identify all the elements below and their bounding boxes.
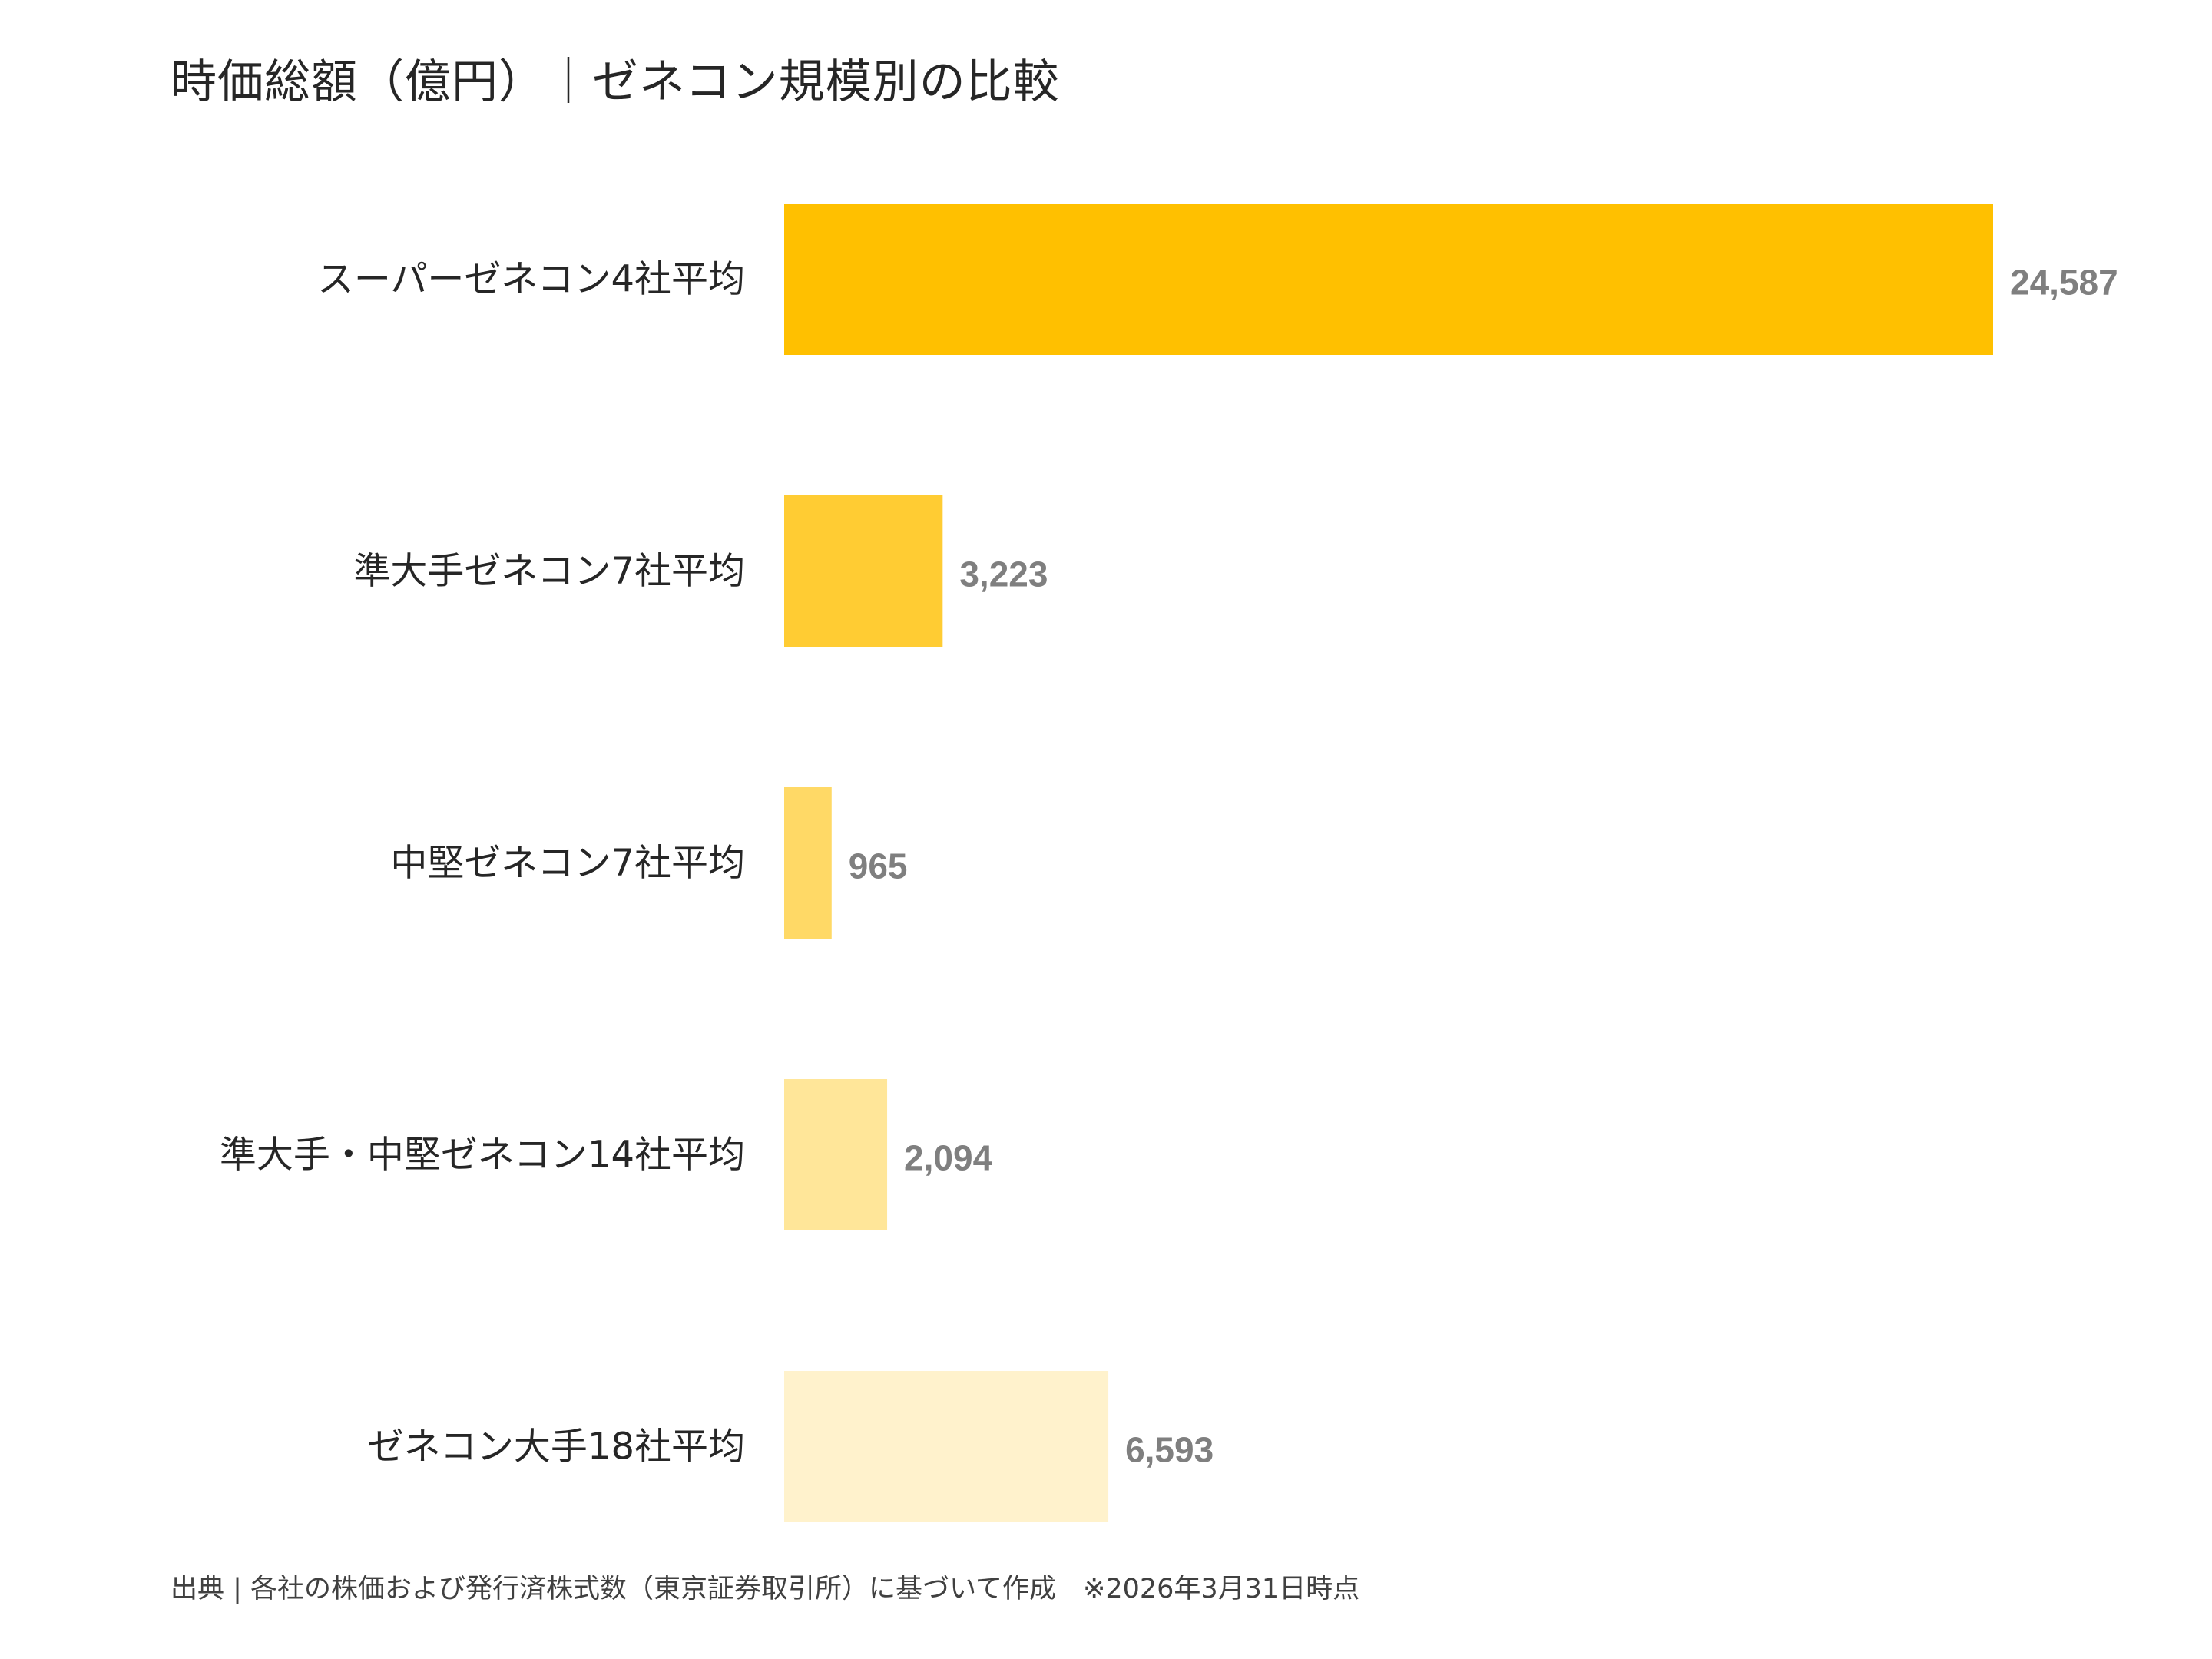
bar-3 — [784, 787, 832, 939]
value-label-5: 6,593 — [1125, 1430, 1214, 1470]
bar-2 — [784, 495, 943, 647]
category-label-5: ゼネコン大手18社平均 — [367, 1426, 745, 1469]
category-label-1: スーパーゼネコン4社平均 — [317, 258, 745, 301]
bar-4 — [784, 1079, 888, 1230]
bar-5 — [784, 1371, 1109, 1522]
value-label-2: 3,223 — [959, 555, 1048, 594]
category-label-2: 準大手ゼネコン7社平均 — [353, 550, 745, 593]
bar-1 — [784, 204, 1993, 355]
value-label-1: 24,587 — [2010, 263, 2118, 303]
value-labels-layer: 24,587 3,223 965 2,094 6,593 — [849, 263, 2118, 1470]
category-labels-layer: スーパーゼネコン4社平均準大手ゼネコン7社平均中堅ゼネコン7社平均準大手・中堅ゼ… — [220, 258, 745, 1469]
source-note: 出典 | 各社の株価および発行済株式数（東京証券取引所）に基づいて作成 ※202… — [171, 1574, 1360, 1604]
bars-layer — [784, 204, 1993, 1522]
category-label-4: 準大手・中堅ゼネコン14社平均 — [220, 1134, 745, 1177]
value-label-4: 2,094 — [904, 1138, 993, 1178]
chart-title: 時価総額（億円）｜ゼネコン規模別の比較 — [171, 55, 1060, 109]
value-label-3: 965 — [849, 846, 908, 886]
category-label-3: 中堅ゼネコン7社平均 — [390, 842, 745, 885]
